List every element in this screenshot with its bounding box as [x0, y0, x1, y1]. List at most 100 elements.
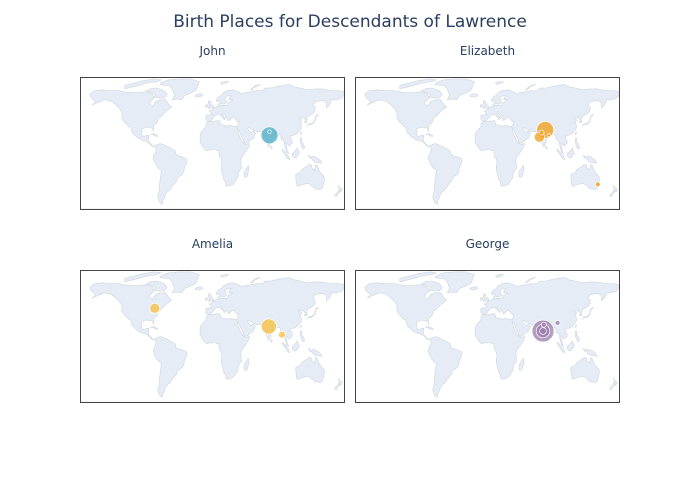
land-sumatra	[556, 148, 566, 161]
land-taiwan	[574, 324, 577, 328]
land-africa	[474, 120, 526, 187]
land-baffin	[421, 87, 443, 99]
land-australia	[570, 357, 600, 384]
land-cuba	[150, 326, 159, 330]
birthplace-marker[interactable]	[538, 129, 545, 136]
land-new-zealand	[609, 185, 618, 197]
land-philippines	[574, 330, 580, 343]
land-australia	[295, 357, 325, 384]
land-sri-lanka	[270, 338, 273, 343]
land-australia	[295, 164, 325, 191]
birthplace-marker[interactable]	[260, 126, 279, 145]
land-new-guinea	[582, 348, 598, 357]
map-panel-george[interactable]	[355, 270, 620, 403]
land-africa	[199, 120, 251, 187]
birthplace-marker[interactable]	[546, 133, 551, 138]
land-taiwan	[299, 131, 302, 135]
land-madagascar	[518, 165, 525, 178]
land-british-isles	[482, 100, 490, 110]
land-africa	[474, 313, 526, 380]
map-panel-amelia[interactable]	[80, 270, 345, 403]
land-greenland	[434, 271, 475, 294]
land-baffin	[146, 280, 168, 292]
land-sumatra	[281, 341, 291, 354]
land-south-america	[153, 336, 188, 398]
birthplace-marker[interactable]	[540, 321, 547, 328]
marker-layer	[149, 302, 286, 339]
land-ireland	[204, 297, 209, 301]
map-john	[81, 78, 344, 209]
land-arctic-islands	[399, 271, 437, 283]
birthplace-marker[interactable]	[267, 129, 272, 134]
birthplace-marker[interactable]	[278, 330, 286, 339]
land-svalbard	[495, 81, 504, 85]
land-ireland	[479, 297, 484, 301]
land-japan	[582, 114, 594, 127]
land-iceland	[194, 93, 204, 98]
map-panel-elizabeth[interactable]	[355, 77, 620, 210]
land-layer	[81, 271, 344, 402]
land-north-america	[89, 282, 172, 341]
land-british-isles	[207, 100, 215, 110]
map-title-elizabeth: Elizabeth	[459, 44, 516, 58]
land-new-zealand	[334, 378, 343, 390]
land-north-america	[364, 282, 447, 341]
land-svalbard	[220, 274, 229, 278]
land-sumatra	[281, 148, 291, 161]
map-title-john: John	[199, 44, 226, 58]
marker-layer	[260, 126, 279, 145]
land-south-america	[153, 143, 188, 205]
land-layer	[356, 271, 619, 402]
land-madagascar	[243, 358, 250, 371]
land-new-zealand	[609, 378, 618, 390]
land-arctic-islands	[124, 78, 162, 90]
land-borneo	[566, 340, 575, 352]
land-novaya-zemlya	[525, 84, 536, 91]
birthplace-marker[interactable]	[539, 327, 547, 335]
land-svalbard	[220, 81, 229, 85]
land-taiwan	[574, 131, 577, 135]
land-australia	[570, 164, 600, 191]
land-philippines	[299, 330, 305, 343]
land-layer	[356, 78, 619, 209]
land-south-america	[428, 336, 463, 398]
land-greenland	[434, 78, 475, 101]
land-borneo	[566, 147, 575, 159]
birthplace-marker[interactable]	[260, 318, 277, 335]
land-madagascar	[518, 358, 525, 371]
land-taiwan	[299, 324, 302, 328]
land-iceland	[469, 93, 479, 98]
land-british-isles	[207, 293, 215, 303]
land-japan	[307, 114, 319, 127]
birthplace-marker[interactable]	[594, 181, 601, 188]
land-sri-lanka	[270, 145, 273, 150]
land-new-guinea	[582, 155, 598, 164]
land-sumatra	[556, 341, 566, 354]
map-panel-john[interactable]	[80, 77, 345, 210]
land-cuba	[150, 133, 159, 137]
land-greenland	[159, 78, 200, 101]
land-arctic-islands	[399, 78, 437, 90]
land-north-america	[364, 89, 447, 148]
land-ireland	[204, 104, 209, 108]
land-philippines	[574, 137, 580, 150]
land-new-guinea	[307, 348, 323, 357]
land-sri-lanka	[545, 145, 548, 150]
map-george	[356, 271, 619, 402]
land-north-america	[89, 89, 172, 148]
land-ireland	[479, 104, 484, 108]
birthplace-marker[interactable]	[149, 302, 161, 314]
land-borneo	[291, 147, 300, 159]
land-novaya-zemlya	[525, 277, 536, 284]
marker-layer	[531, 319, 561, 343]
map-title-amelia: Amelia	[191, 237, 234, 251]
land-svalbard	[495, 274, 504, 278]
land-cuba	[425, 326, 434, 330]
land-south-america	[428, 143, 463, 205]
land-iceland	[194, 286, 204, 291]
land-baffin	[421, 280, 443, 292]
land-new-zealand	[334, 185, 343, 197]
birthplace-marker[interactable]	[554, 320, 561, 326]
chart-title: Birth Places for Descendants of Lawrence	[173, 12, 527, 32]
land-novaya-zemlya	[250, 84, 261, 91]
